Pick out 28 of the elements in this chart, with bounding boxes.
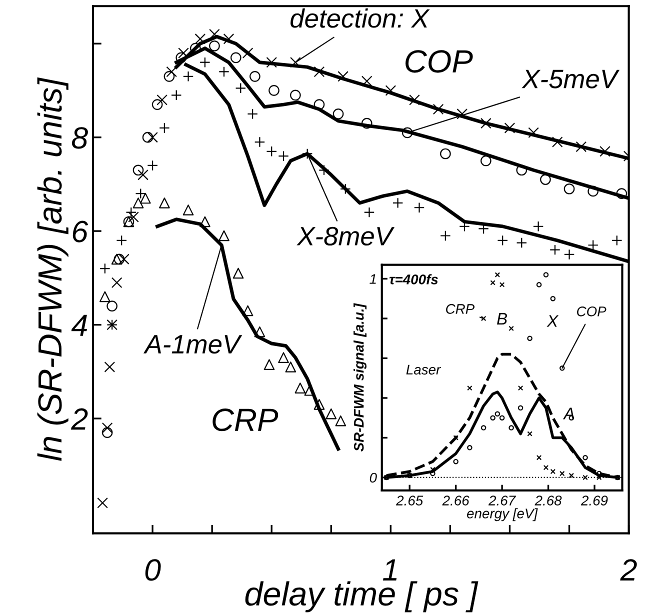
annotation: τ=400fs: [389, 274, 438, 284]
x-tick-label: 2.68: [534, 496, 562, 506]
annotation: Laser: [406, 364, 442, 375]
annotation: COP: [406, 50, 473, 73]
annotation: A-1meV: [143, 335, 242, 354]
y-axis-title: SR-DFWM signal [a.u.]: [354, 303, 367, 452]
x-axis-title: energy [eV]: [467, 508, 538, 522]
x-tick-label: 2.65: [396, 496, 424, 506]
x-axis-title: delay time [ ps ]: [245, 581, 478, 612]
annotation: detection: X: [290, 8, 430, 28]
x-tick-label: 2.66: [442, 496, 470, 506]
annotation: CRP: [212, 408, 278, 432]
y-tick-label: 4: [71, 314, 88, 336]
y-tick-label: 6: [72, 220, 88, 242]
x-tick-label: 1: [382, 559, 397, 580]
annotation: X: [546, 315, 559, 327]
y-axis-title: ln (SR-DFWM) [arb. units]: [37, 77, 68, 461]
annotation: CRP: [446, 304, 475, 314]
annotation: B: [497, 313, 508, 325]
annotation: COP: [577, 306, 606, 316]
x-tick-label: 0: [145, 559, 161, 581]
annotation: X-5meV: [522, 70, 620, 88]
annotation: X-8meV: [296, 226, 395, 246]
x-tick-label: 2.69: [580, 496, 608, 506]
y-tick-label: 2: [70, 408, 88, 430]
x-tick-label: 2.67: [488, 496, 516, 506]
x-tick-label: 2: [620, 559, 637, 580]
y-tick-label: 8: [72, 127, 88, 149]
